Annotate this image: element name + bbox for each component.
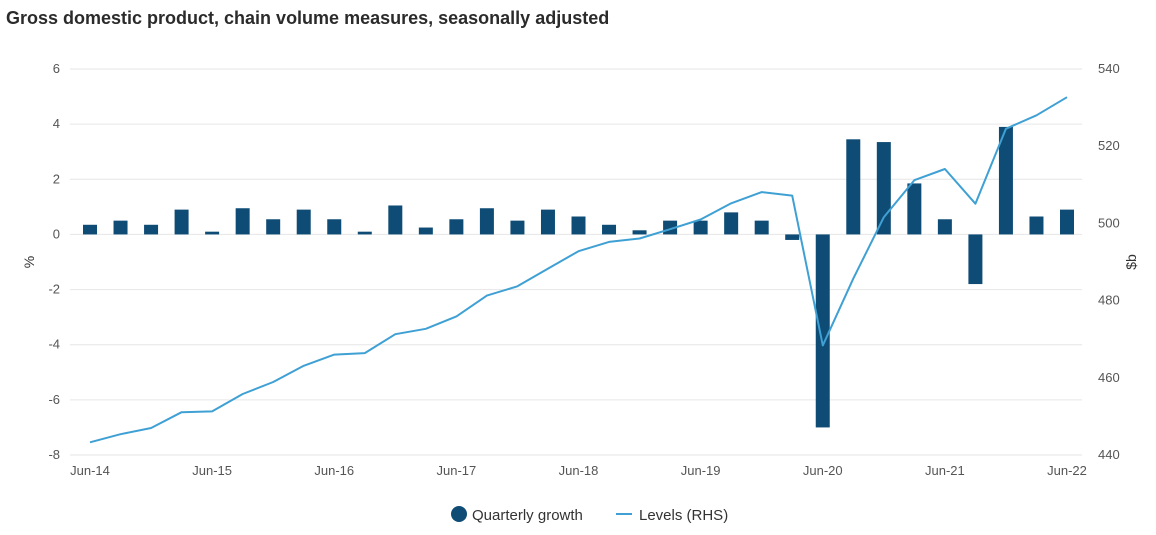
y-left-axis-label: % [21,256,37,268]
bar-quarterly-growth [479,208,494,235]
bar-quarterly-growth [632,230,647,235]
bar-quarterly-growth [968,234,983,285]
bar-quarterly-growth [724,212,739,235]
y-right-tick-label: 500 [1098,215,1120,230]
line-levels-rhs [89,96,1068,444]
y-right-tick-label: 520 [1098,138,1120,153]
bar-quarterly-growth [449,219,464,235]
bar-quarterly-growth [113,220,128,235]
x-tick-label: Jun-21 [925,463,965,478]
bar-quarterly-growth [815,234,830,428]
x-tick-label: Jun-20 [803,463,843,478]
y-left-tick-label: -4 [48,337,60,352]
bar-quarterly-growth [602,224,617,235]
y-left-tick-label: 6 [53,61,60,76]
y-right-tick-label: 460 [1098,370,1120,385]
bar-quarterly-growth [876,142,891,235]
x-tick-label: Jun-19 [681,463,721,478]
y-right-tick-label: 540 [1098,61,1120,76]
chart-title: Gross domestic product, chain volume mea… [6,8,610,28]
bar-quarterly-growth [937,219,952,235]
y-right-tick-label: 440 [1098,447,1120,462]
bar-quarterly-growth [1060,209,1074,235]
x-tick-label: Jun-17 [437,463,477,478]
bar-quarterly-growth [144,224,159,235]
bar-quarterly-growth [785,234,800,240]
x-tick-label: Jun-22 [1047,463,1087,478]
bar-quarterly-growth [754,220,769,235]
bar-quarterly-growth [174,209,189,235]
y-right-tick-label: 480 [1098,293,1120,308]
x-tick-label: Jun-15 [192,463,232,478]
bar-quarterly-growth [327,219,342,235]
bar-quarterly-growth [357,231,372,235]
y-left-tick-label: -2 [48,282,60,297]
legend-bar-marker [451,506,467,522]
bar-quarterly-growth [418,227,433,235]
y-left-tick-label: -8 [48,447,60,462]
bar-quarterly-growth [998,126,1013,235]
bar-quarterly-growth [693,220,708,235]
bar-quarterly-growth [907,183,922,235]
x-tick-label: Jun-16 [314,463,354,478]
bar-quarterly-growth [296,209,311,235]
bar-quarterly-growth [266,219,281,235]
x-tick-label: Jun-14 [70,463,110,478]
bar-quarterly-growth [510,220,525,235]
bar-quarterly-growth [571,216,586,235]
y-left-tick-label: 4 [53,116,60,131]
bar-quarterly-growth [205,231,220,235]
bar-quarterly-growth [846,139,861,235]
bar-quarterly-growth [388,205,403,235]
bar-quarterly-growth [235,208,250,235]
x-tick-label: Jun-18 [559,463,599,478]
y-left-tick-label: 0 [53,226,60,241]
y-left-tick-label: 2 [53,171,60,186]
legend-levels-rhs: Levels (RHS) [639,507,728,524]
bar-quarterly-growth [1029,216,1044,235]
bar-quarterly-growth [540,209,555,235]
y-right-axis-label: $b [1123,254,1139,270]
bar-quarterly-growth [83,224,97,235]
legend-quarterly-growth: Quarterly growth [472,507,583,524]
y-left-tick-label: -6 [48,392,60,407]
